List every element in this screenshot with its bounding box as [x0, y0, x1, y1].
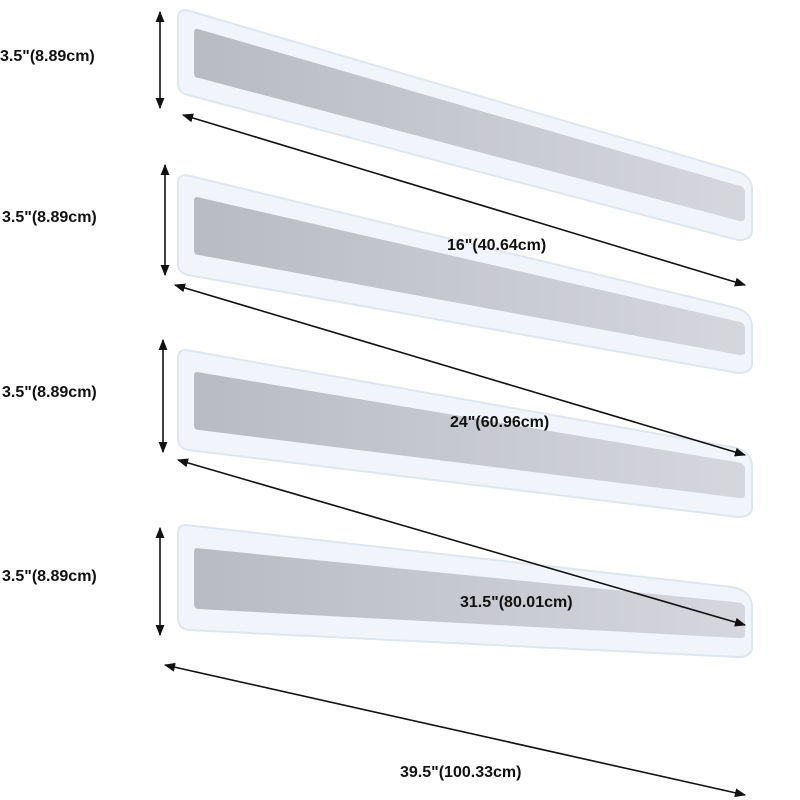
length-label-16in: 16"(40.64cm) — [447, 237, 546, 254]
height-label-3: 3.5"(8.89cm) — [2, 384, 97, 401]
lamp-panel — [194, 28, 745, 222]
length-arrow-3 — [176, 458, 747, 627]
lamp-fixture-3 — [177, 348, 753, 519]
length-label-39-5in: 39.5"(100.33cm) — [400, 764, 521, 781]
height-label-1: 3.5"(8.89cm) — [0, 48, 95, 65]
length-arrow-4 — [163, 662, 747, 798]
height-label-2: 3.5"(8.89cm) — [2, 209, 97, 226]
length-label-31-5in: 31.5"(80.01cm) — [460, 594, 573, 611]
length-arrow-1 — [181, 113, 747, 287]
length-arrow-2 — [173, 283, 747, 457]
length-label-24in: 24"(60.96cm) — [450, 414, 549, 431]
height-label-4: 3.5"(8.89cm) — [2, 568, 97, 585]
lamp-fixture-4 — [177, 523, 753, 659]
